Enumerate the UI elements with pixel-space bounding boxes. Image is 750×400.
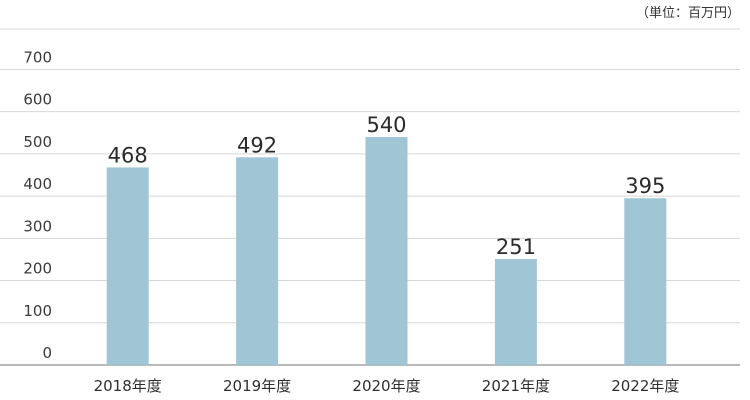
y-axis-tick-labels: 0 100 200 300 400 500 600 700	[23, 48, 52, 362]
y-tick-label: 700	[23, 48, 52, 66]
data-label: 540	[366, 113, 406, 137]
x-category-label: 2018年度	[94, 377, 162, 395]
y-tick-label: 400	[23, 175, 52, 193]
unit-label: （単位：百万円）	[636, 5, 740, 21]
y-tick-label: 200	[23, 260, 52, 278]
y-tick-label: 500	[23, 133, 52, 151]
x-category-label: 2019年度	[223, 377, 291, 395]
x-category-label: 2022年度	[611, 377, 679, 395]
y-tick-label: 100	[23, 302, 52, 320]
bars	[106, 137, 667, 365]
bar	[494, 259, 537, 365]
bar	[624, 198, 667, 365]
y-tick-label: 600	[23, 91, 52, 109]
bar	[365, 137, 408, 365]
bar	[236, 157, 279, 365]
data-labels: 468 492 540 251 395	[108, 113, 666, 259]
data-label: 251	[496, 235, 536, 259]
bar	[106, 167, 149, 365]
x-category-label: 2020年度	[352, 377, 420, 395]
x-category-label: 2021年度	[482, 377, 550, 395]
y-tick-label: 300	[23, 217, 52, 235]
data-label: 492	[237, 133, 277, 157]
data-label: 395	[625, 174, 665, 198]
y-tick-label: 0	[42, 344, 52, 362]
x-axis-category-labels: 2018年度 2019年度 2020年度 2021年度 2022年度	[94, 377, 680, 395]
data-label: 468	[108, 143, 148, 167]
